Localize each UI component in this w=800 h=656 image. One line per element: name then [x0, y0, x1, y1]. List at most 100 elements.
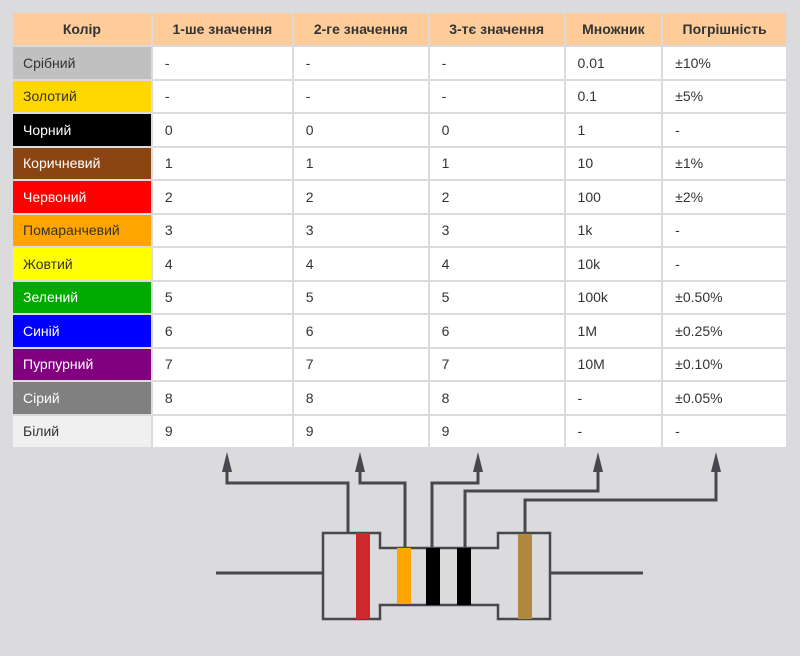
- color-name-cell: Жовтий: [13, 248, 151, 280]
- value-cell: ±1%: [663, 147, 786, 179]
- color-name-cell: Чорний: [13, 114, 151, 146]
- value-cell: 9: [152, 415, 292, 447]
- value-cell: ±0.25%: [663, 315, 786, 347]
- color-name-cell: Пурпурний: [13, 348, 151, 380]
- column-header: 2-ге значення: [293, 13, 428, 45]
- value-cell: 10M: [565, 348, 662, 380]
- value-cell: 6: [152, 315, 292, 347]
- arrow-icon: [355, 452, 365, 472]
- value-cell: -: [663, 214, 786, 246]
- value-cell: ±2%: [663, 181, 786, 213]
- value-cell: 1k: [565, 214, 662, 246]
- value-cell: ±0.05%: [663, 382, 786, 414]
- value-cell: 2: [152, 181, 292, 213]
- value-cell: 100: [565, 181, 662, 213]
- value-cell: 3: [293, 214, 428, 246]
- value-cell: 9: [293, 415, 428, 447]
- value-cell: 8: [152, 382, 292, 414]
- resistor-band-5: [518, 534, 532, 619]
- value-cell: 0: [152, 114, 292, 146]
- value-cell: 1: [152, 147, 292, 179]
- table-row: Срібний - - -0.01 ±10%: [13, 47, 786, 79]
- pointer-band3: [430, 465, 480, 547]
- value-cell: 1: [565, 114, 662, 146]
- value-cell: 1: [429, 147, 564, 179]
- table-row: Жовтий 4 4 4 10k -: [13, 248, 786, 280]
- color-name-cell: Червоний: [13, 181, 151, 213]
- value-cell: 7: [293, 348, 428, 380]
- value-cell: 6: [293, 315, 428, 347]
- value-cell: -: [293, 47, 428, 79]
- value-cell: 10k: [565, 248, 662, 280]
- pointer-tolerance: [523, 465, 718, 532]
- value-cell: ±0.10%: [663, 348, 786, 380]
- value-cell: 7: [152, 348, 292, 380]
- value-cell: 1M: [565, 315, 662, 347]
- color-name-cell: Золотий: [13, 80, 151, 112]
- value-cell: 8: [293, 382, 428, 414]
- value-cell: 0.01: [565, 47, 662, 79]
- color-name-cell: Зелений: [13, 281, 151, 313]
- value-cell: -: [293, 80, 428, 112]
- resistor-band-1: [356, 533, 370, 619]
- table-row: Золотий - - -0.1 ±5%: [13, 80, 786, 112]
- value-cell: 3: [152, 214, 292, 246]
- value-cell: -: [429, 47, 564, 79]
- value-cell: 10: [565, 147, 662, 179]
- value-cell: 0: [429, 114, 564, 146]
- arrow-icon: [473, 452, 483, 472]
- value-cell: 5: [429, 281, 564, 313]
- column-header: Колір: [13, 13, 151, 45]
- value-cell: 7: [429, 348, 564, 380]
- value-cell: 8: [429, 382, 564, 414]
- resistor-color-code-table: Колір 1-ше значення 2-ге значення 3-тє знач…: [11, 11, 788, 449]
- pointer-band2: [358, 465, 407, 547]
- color-name-cell: Срібний: [13, 47, 151, 79]
- value-cell: 6: [429, 315, 564, 347]
- table-row: Зелений 5 5 5 100k ±0.50%: [13, 281, 786, 313]
- value-cell: 4: [293, 248, 428, 280]
- color-name-cell: Сірий: [13, 382, 151, 414]
- value-cell: -: [565, 415, 662, 447]
- header-row: Колір 1-ше значення 2-ге значення 3-тє знач…: [13, 13, 786, 45]
- table-row: Чорний 0 0 0 1-: [13, 114, 786, 146]
- column-header: 1-ше значення: [152, 13, 292, 45]
- table-row: Помаранчевий 3 3 3 1k -: [13, 214, 786, 246]
- value-cell: ±10%: [663, 47, 786, 79]
- value-cell: ±0.50%: [663, 281, 786, 313]
- value-cell: 1: [293, 147, 428, 179]
- column-header: 3-тє значення: [429, 13, 564, 45]
- table-row: Червоний 2 2 2 100 ±2%: [13, 181, 786, 213]
- value-cell: 5: [152, 281, 292, 313]
- value-cell: -: [663, 114, 786, 146]
- value-cell: 5: [293, 281, 428, 313]
- value-cell: -: [152, 80, 292, 112]
- value-cell: 4: [152, 248, 292, 280]
- table-row: Пурпурний 7 7 7 10M ±0.10%: [13, 348, 786, 380]
- resistor-band-2: [397, 548, 411, 604]
- value-cell: -: [152, 47, 292, 79]
- color-name-cell: Синій: [13, 315, 151, 347]
- value-cell: 2: [429, 181, 564, 213]
- table-row: Білий 9 9 9- -: [13, 415, 786, 447]
- column-header: Погрішність: [663, 13, 786, 45]
- value-cell: -: [565, 382, 662, 414]
- value-cell: 2: [293, 181, 428, 213]
- value-cell: 4: [429, 248, 564, 280]
- color-name-cell: Білий: [13, 415, 151, 447]
- pointer-multiplier: [463, 465, 600, 547]
- value-cell: 100k: [565, 281, 662, 313]
- value-cell: 9: [429, 415, 564, 447]
- value-cell: ±5%: [663, 80, 786, 112]
- color-name-cell: Коричневий: [13, 147, 151, 179]
- table-row: Коричневий 1 1 1 10 ±1%: [13, 147, 786, 179]
- arrow-icon: [711, 452, 721, 472]
- value-cell: 0: [293, 114, 428, 146]
- value-cell: -: [429, 80, 564, 112]
- value-cell: -: [663, 415, 786, 447]
- value-cell: 3: [429, 214, 564, 246]
- table-row: Синій 6 6 6 1M ±0.25%: [13, 315, 786, 347]
- value-cell: -: [663, 248, 786, 280]
- arrow-icon: [593, 452, 603, 472]
